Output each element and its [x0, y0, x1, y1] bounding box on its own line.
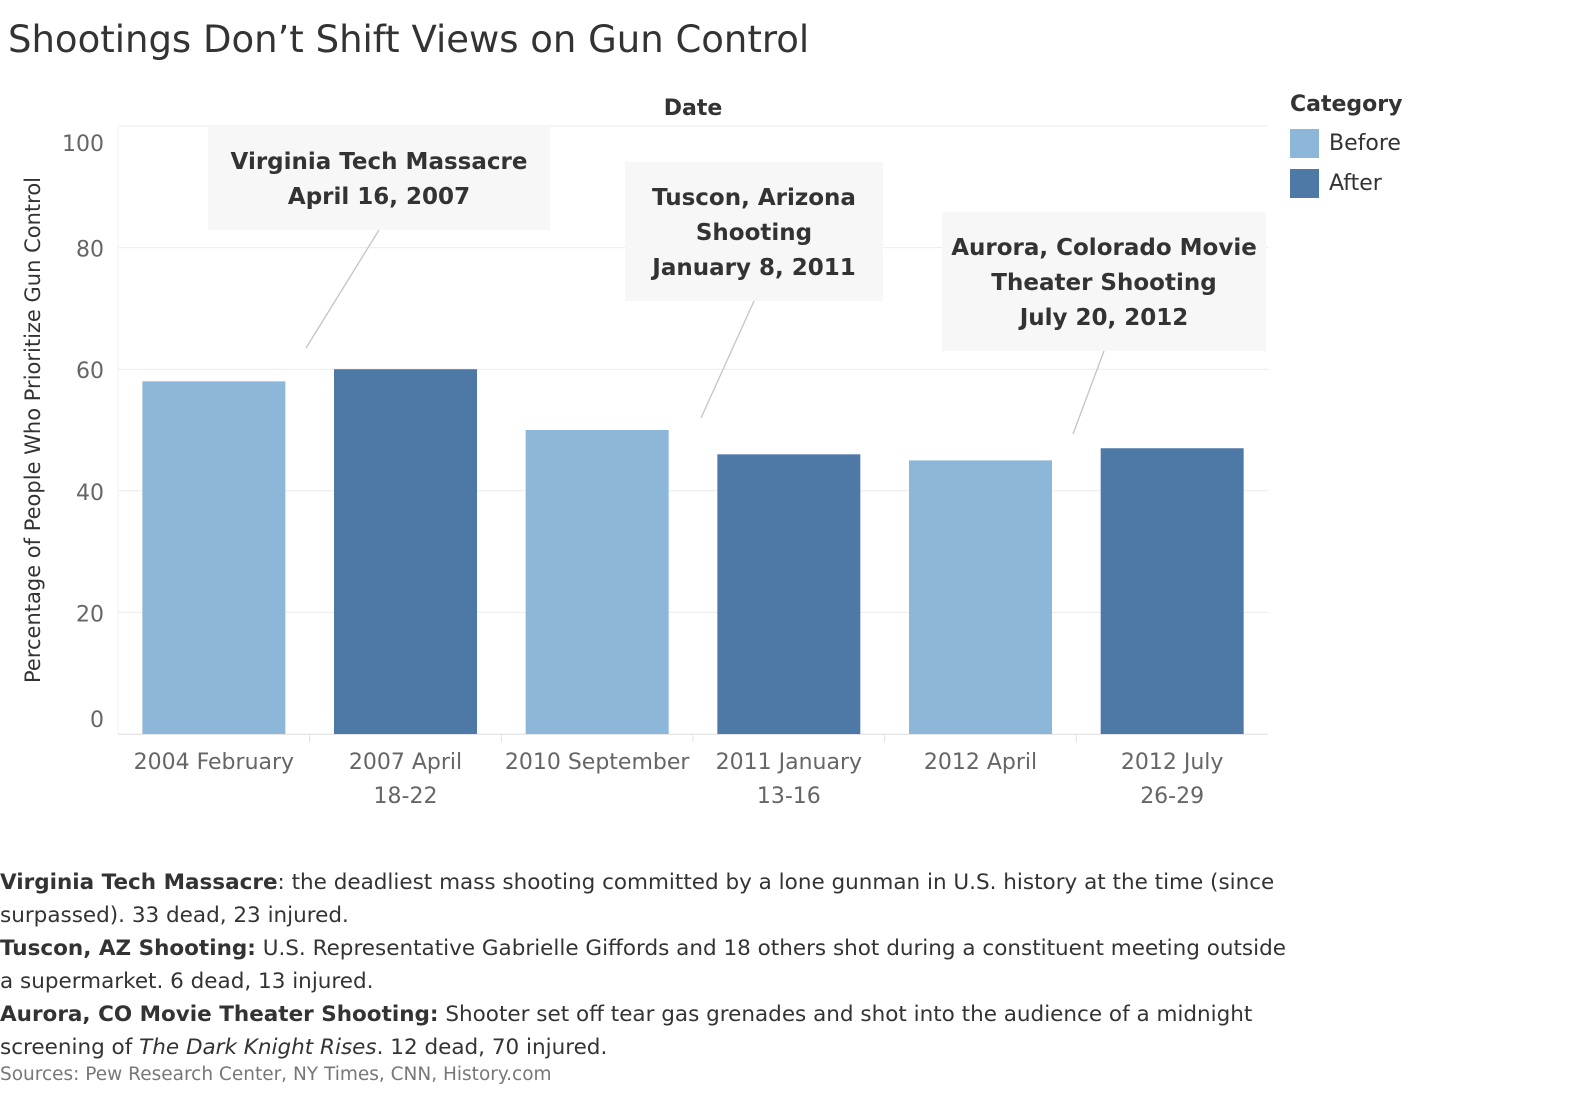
bar[interactable] [909, 460, 1052, 734]
annotation-text: Theater Shooting [991, 270, 1216, 296]
x-tick-label: 18-22 [374, 784, 438, 809]
bar-chart: Virginia Tech Massacre April 16, 2007 Tusc… [21, 96, 1268, 809]
bar[interactable] [142, 381, 286, 734]
x-tick-label: 2010 September [505, 750, 691, 775]
annotation-text: Virginia Tech Massacre [231, 149, 528, 175]
annotation-box [208, 126, 550, 230]
annotation: Tuscon, Arizona Shooting January 8, 2011 [625, 162, 883, 419]
bar[interactable] [1100, 448, 1244, 734]
footnotes: Virginia Tech Massacre: the deadliest ma… [0, 866, 1300, 1064]
y-tick-label: 20 [76, 602, 104, 627]
annotation-text: Tuscon, Arizona [652, 185, 856, 211]
bar[interactable] [717, 454, 861, 734]
note-text: U.S. Representative Gabrielle Giffords a… [0, 936, 1286, 994]
y-tick-label: 80 [76, 238, 104, 263]
sources: Sources: Pew Research Center, NY Times, … [0, 1064, 552, 1085]
annotation: Virginia Tech Massacre April 16, 2007 [208, 126, 550, 349]
legend-title: Category [1290, 92, 1403, 117]
note-tuscon: Tuscon, AZ Shooting: U.S. Representative… [0, 932, 1300, 998]
annotation-leader-line [1072, 350, 1105, 435]
note-label: Aurora, CO Movie Theater Shooting: [0, 1002, 439, 1027]
bar[interactable] [334, 369, 477, 734]
y-tick-label: 60 [76, 359, 104, 384]
x-tick-label: 2011 January [716, 750, 862, 775]
annotation-text: January 8, 2011 [650, 255, 855, 281]
legend-item-before[interactable]: Before [1290, 123, 1402, 163]
note-tail: . 12 dead, 70 injured. [376, 1035, 608, 1060]
x-tick-label: 13-16 [757, 784, 821, 809]
note-label: Virginia Tech Massacre [0, 870, 278, 895]
y-axis-title: Percentage of People Who Prioritize Gun … [21, 177, 45, 683]
x-tick-label: 2012 April [924, 750, 1037, 775]
note-aurora: Aurora, CO Movie Theater Shooting: Shoot… [0, 998, 1300, 1064]
legend-swatch-before [1290, 128, 1319, 158]
y-tick-label: 100 [62, 132, 104, 157]
annotation-box [942, 212, 1266, 351]
annotation-text: Aurora, Colorado Movie [951, 235, 1257, 261]
y-tick-label: 40 [76, 481, 104, 506]
annotation-leader-line [700, 300, 755, 419]
annotation-text: July 20, 2012 [1018, 305, 1189, 331]
y-tick-label: 0 [90, 708, 104, 733]
note-text: Shooter set off tear gas grenades and sh… [0, 1002, 1253, 1060]
note-virginia-tech: Virginia Tech Massacre: the deadliest ma… [0, 866, 1300, 932]
legend-label-after: After [1329, 170, 1382, 196]
annotation: Aurora, Colorado Movie Theater Shooting Ju… [942, 212, 1266, 435]
legend-label-before: Before [1329, 130, 1401, 156]
x-tick-label: 2004 February [134, 750, 294, 775]
x-tick-label: 2012 July [1121, 750, 1224, 775]
annotation-text: Shooting [696, 220, 812, 246]
note-film-title: The Dark Knight Rises [139, 1035, 377, 1060]
note-label: Tuscon, AZ Shooting: [0, 936, 256, 961]
legend-swatch-after [1290, 168, 1319, 198]
chart-title: Shootings Don’t Shift Views on Gun Contr… [8, 18, 810, 61]
annotation-box [625, 162, 883, 301]
x-tick-label: 26-29 [1140, 784, 1204, 809]
note-text: : the deadliest mass shooting committed … [0, 870, 1275, 928]
annotation-text: April 16, 2007 [288, 184, 470, 210]
legend: Category Before After [1290, 92, 1402, 203]
bar[interactable] [525, 430, 669, 734]
x-axis-title: Date [664, 96, 723, 121]
x-tick-label: 2007 April [349, 750, 462, 775]
legend-item-after[interactable]: After [1290, 163, 1402, 203]
annotation-leader-line [305, 229, 380, 349]
